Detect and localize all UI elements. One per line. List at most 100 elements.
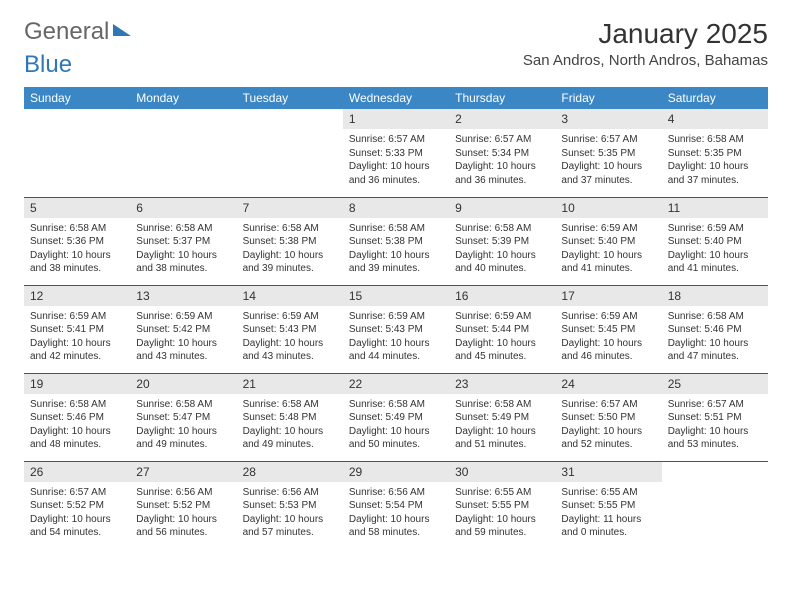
day-details: Sunrise: 6:58 AMSunset: 5:37 PMDaylight:… (130, 218, 236, 278)
day-details: Sunrise: 6:56 AMSunset: 5:53 PMDaylight:… (237, 482, 343, 542)
sunrise-text: Sunrise: 6:59 AM (243, 310, 337, 324)
calendar-cell: 10Sunrise: 6:59 AMSunset: 5:40 PMDayligh… (555, 197, 661, 285)
calendar-cell: 20Sunrise: 6:58 AMSunset: 5:47 PMDayligh… (130, 373, 236, 461)
sunrise-text: Sunrise: 6:58 AM (668, 133, 762, 147)
sunrise-text: Sunrise: 6:59 AM (349, 310, 443, 324)
sunrise-text: Sunrise: 6:55 AM (561, 486, 655, 500)
calendar-body: 1Sunrise: 6:57 AMSunset: 5:33 PMDaylight… (24, 109, 768, 549)
calendar-cell: 28Sunrise: 6:56 AMSunset: 5:53 PMDayligh… (237, 461, 343, 549)
sunset-text: Sunset: 5:50 PM (561, 411, 655, 425)
sunset-text: Sunset: 5:39 PM (455, 235, 549, 249)
daylight-text: Daylight: 10 hours and 37 minutes. (561, 160, 655, 187)
calendar-cell: 15Sunrise: 6:59 AMSunset: 5:43 PMDayligh… (343, 285, 449, 373)
sunset-text: Sunset: 5:52 PM (30, 499, 124, 513)
calendar-cell (130, 109, 236, 197)
sunset-text: Sunset: 5:41 PM (30, 323, 124, 337)
logo-text-blue: Blue (24, 51, 72, 78)
sunrise-text: Sunrise: 6:58 AM (455, 222, 549, 236)
daylight-text: Daylight: 10 hours and 40 minutes. (455, 249, 549, 276)
calendar-cell: 2Sunrise: 6:57 AMSunset: 5:34 PMDaylight… (449, 109, 555, 197)
sunrise-text: Sunrise: 6:56 AM (243, 486, 337, 500)
daylight-text: Daylight: 10 hours and 43 minutes. (136, 337, 230, 364)
day-number: 12 (24, 286, 130, 306)
day-details: Sunrise: 6:58 AMSunset: 5:39 PMDaylight:… (449, 218, 555, 278)
day-number: 7 (237, 198, 343, 218)
logo-text-general: General (24, 18, 109, 46)
sunrise-text: Sunrise: 6:59 AM (668, 222, 762, 236)
daylight-text: Daylight: 10 hours and 41 minutes. (561, 249, 655, 276)
day-number: 26 (24, 462, 130, 482)
col-saturday: Saturday (662, 87, 768, 109)
sunrise-text: Sunrise: 6:55 AM (455, 486, 549, 500)
sunset-text: Sunset: 5:42 PM (136, 323, 230, 337)
sunset-text: Sunset: 5:35 PM (561, 147, 655, 161)
day-number: 14 (237, 286, 343, 306)
col-sunday: Sunday (24, 87, 130, 109)
daylight-text: Daylight: 10 hours and 47 minutes. (668, 337, 762, 364)
sunset-text: Sunset: 5:49 PM (349, 411, 443, 425)
daylight-text: Daylight: 10 hours and 38 minutes. (30, 249, 124, 276)
daylight-text: Daylight: 10 hours and 45 minutes. (455, 337, 549, 364)
sunrise-text: Sunrise: 6:58 AM (136, 222, 230, 236)
day-details: Sunrise: 6:59 AMSunset: 5:44 PMDaylight:… (449, 306, 555, 366)
day-details: Sunrise: 6:57 AMSunset: 5:51 PMDaylight:… (662, 394, 768, 454)
day-number: 27 (130, 462, 236, 482)
calendar-cell: 31Sunrise: 6:55 AMSunset: 5:55 PMDayligh… (555, 461, 661, 549)
calendar-cell: 29Sunrise: 6:56 AMSunset: 5:54 PMDayligh… (343, 461, 449, 549)
daylight-text: Daylight: 10 hours and 49 minutes. (136, 425, 230, 452)
calendar-cell: 4Sunrise: 6:58 AMSunset: 5:35 PMDaylight… (662, 109, 768, 197)
sunrise-text: Sunrise: 6:58 AM (30, 398, 124, 412)
day-number: 5 (24, 198, 130, 218)
sunset-text: Sunset: 5:37 PM (136, 235, 230, 249)
sunset-text: Sunset: 5:49 PM (455, 411, 549, 425)
day-details: Sunrise: 6:57 AMSunset: 5:50 PMDaylight:… (555, 394, 661, 454)
calendar-cell: 7Sunrise: 6:58 AMSunset: 5:38 PMDaylight… (237, 197, 343, 285)
day-details: Sunrise: 6:58 AMSunset: 5:38 PMDaylight:… (343, 218, 449, 278)
day-details: Sunrise: 6:58 AMSunset: 5:46 PMDaylight:… (24, 394, 130, 454)
daylight-text: Daylight: 10 hours and 57 minutes. (243, 513, 337, 540)
day-details: Sunrise: 6:56 AMSunset: 5:52 PMDaylight:… (130, 482, 236, 542)
daylight-text: Daylight: 10 hours and 43 minutes. (243, 337, 337, 364)
daylight-text: Daylight: 10 hours and 49 minutes. (243, 425, 337, 452)
day-details: Sunrise: 6:59 AMSunset: 5:40 PMDaylight:… (555, 218, 661, 278)
sunrise-text: Sunrise: 6:57 AM (561, 398, 655, 412)
sunset-text: Sunset: 5:33 PM (349, 147, 443, 161)
day-number: 22 (343, 374, 449, 394)
day-details: Sunrise: 6:58 AMSunset: 5:47 PMDaylight:… (130, 394, 236, 454)
day-details: Sunrise: 6:57 AMSunset: 5:35 PMDaylight:… (555, 129, 661, 189)
day-details: Sunrise: 6:55 AMSunset: 5:55 PMDaylight:… (555, 482, 661, 542)
sunrise-text: Sunrise: 6:57 AM (349, 133, 443, 147)
day-number: 28 (237, 462, 343, 482)
day-number: 4 (662, 109, 768, 129)
sunrise-text: Sunrise: 6:57 AM (668, 398, 762, 412)
day-details: Sunrise: 6:59 AMSunset: 5:45 PMDaylight:… (555, 306, 661, 366)
day-details: Sunrise: 6:58 AMSunset: 5:36 PMDaylight:… (24, 218, 130, 278)
calendar-row: 12Sunrise: 6:59 AMSunset: 5:41 PMDayligh… (24, 285, 768, 373)
sunrise-text: Sunrise: 6:58 AM (455, 398, 549, 412)
day-number: 29 (343, 462, 449, 482)
daylight-text: Daylight: 10 hours and 48 minutes. (30, 425, 124, 452)
sunset-text: Sunset: 5:40 PM (561, 235, 655, 249)
calendar-cell: 5Sunrise: 6:58 AMSunset: 5:36 PMDaylight… (24, 197, 130, 285)
calendar-cell: 18Sunrise: 6:58 AMSunset: 5:46 PMDayligh… (662, 285, 768, 373)
calendar-row: 26Sunrise: 6:57 AMSunset: 5:52 PMDayligh… (24, 461, 768, 549)
sunset-text: Sunset: 5:55 PM (561, 499, 655, 513)
daylight-text: Daylight: 10 hours and 41 minutes. (668, 249, 762, 276)
sunset-text: Sunset: 5:36 PM (30, 235, 124, 249)
daylight-text: Daylight: 10 hours and 53 minutes. (668, 425, 762, 452)
day-number: 16 (449, 286, 555, 306)
day-number: 11 (662, 198, 768, 218)
daylight-text: Daylight: 10 hours and 58 minutes. (349, 513, 443, 540)
day-details: Sunrise: 6:57 AMSunset: 5:52 PMDaylight:… (24, 482, 130, 542)
day-number: 17 (555, 286, 661, 306)
day-details: Sunrise: 6:58 AMSunset: 5:49 PMDaylight:… (343, 394, 449, 454)
calendar-cell: 8Sunrise: 6:58 AMSunset: 5:38 PMDaylight… (343, 197, 449, 285)
calendar-cell: 1Sunrise: 6:57 AMSunset: 5:33 PMDaylight… (343, 109, 449, 197)
daylight-text: Daylight: 10 hours and 51 minutes. (455, 425, 549, 452)
sunset-text: Sunset: 5:47 PM (136, 411, 230, 425)
sunrise-text: Sunrise: 6:58 AM (349, 222, 443, 236)
col-wednesday: Wednesday (343, 87, 449, 109)
day-details: Sunrise: 6:59 AMSunset: 5:41 PMDaylight:… (24, 306, 130, 366)
day-number: 1 (343, 109, 449, 129)
month-title: January 2025 (523, 18, 768, 50)
